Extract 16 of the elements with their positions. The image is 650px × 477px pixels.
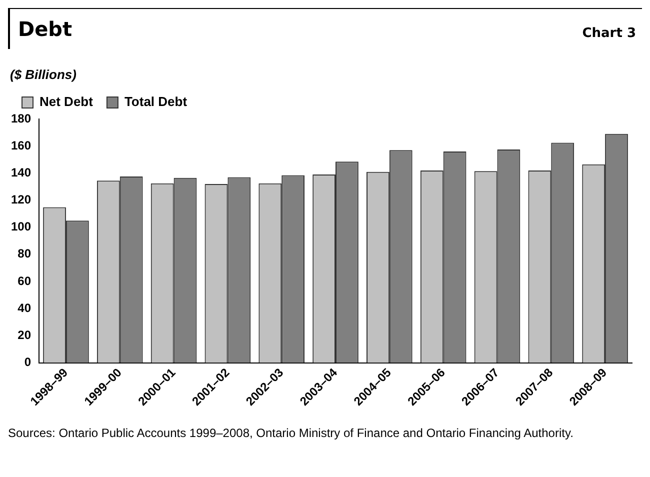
- y-tick-label: 140: [10, 165, 32, 180]
- y-tick-label: 180: [10, 111, 32, 126]
- legend-label: Total Debt: [124, 94, 188, 110]
- legend-label: Net Debt: [40, 94, 94, 110]
- chart-title: Debt: [18, 17, 72, 41]
- y-tick-label: 100: [10, 220, 32, 234]
- y-tick-label: 120: [10, 192, 32, 207]
- y-tick-label: 60: [18, 274, 32, 288]
- chart-subtitle: Chart 3: [582, 26, 636, 41]
- y-tick-label: 160: [10, 138, 32, 152]
- y-tick-label: 80: [18, 246, 32, 261]
- y-axis-title: ($ Billions): [10, 67, 78, 82]
- y-tick-label: 0: [24, 355, 32, 370]
- y-tick-label: 20: [18, 328, 32, 342]
- y-tick-label: 40: [18, 300, 32, 315]
- source-note: Sources: Ontario Public Accounts 1999–2008, Ontario Ministry of Finance and Ontario Financing Authority.: [8, 426, 574, 440]
